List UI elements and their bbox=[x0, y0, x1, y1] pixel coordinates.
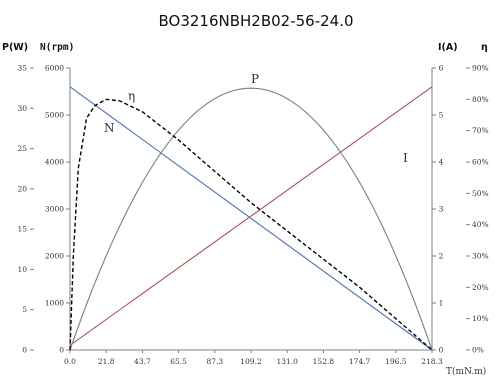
power-tick-label: 25 bbox=[17, 144, 27, 153]
efficiency-tick-label: 50% bbox=[472, 189, 489, 198]
current-tick-label: 6 bbox=[439, 64, 444, 73]
x-tick-label: 0.0 bbox=[64, 357, 76, 366]
x-tick-label: 65.5 bbox=[170, 357, 187, 366]
efficiency-tick-label: 60% bbox=[472, 158, 489, 167]
speed-tick-label: 0 bbox=[59, 346, 64, 355]
efficiency-tick-label: 30% bbox=[472, 252, 489, 261]
axes-layer: 0510152025303501000200030004000500060000… bbox=[17, 64, 488, 367]
series-line-n bbox=[69, 86, 433, 351]
current-axis-title: I(A) bbox=[438, 42, 458, 53]
x-axis-title: T(mN.m) bbox=[446, 366, 486, 377]
efficiency-tick-label: 0% bbox=[472, 346, 484, 355]
efficiency-tick-label: 70% bbox=[472, 126, 489, 135]
speed-axis-title: N(rpm) bbox=[40, 42, 74, 53]
series-label-i: I bbox=[403, 151, 408, 165]
efficiency-tick-label: 40% bbox=[472, 220, 489, 229]
series-label-efficiency: η bbox=[128, 89, 135, 103]
power-axis-title: P(W) bbox=[2, 42, 28, 53]
current-tick-label: 2 bbox=[439, 252, 444, 261]
speed-tick-label: 1000 bbox=[45, 299, 64, 308]
power-tick-label: 20 bbox=[17, 184, 27, 193]
x-tick-label: 109.2 bbox=[240, 357, 262, 366]
x-tick-label: 43.7 bbox=[134, 357, 151, 366]
power-tick-label: 10 bbox=[17, 265, 27, 274]
current-tick-label: 4 bbox=[439, 158, 444, 167]
power-tick-label: 0 bbox=[22, 346, 27, 355]
x-tick-label: 87.3 bbox=[206, 357, 223, 366]
series-layer bbox=[69, 86, 433, 351]
x-tick-label: 152.8 bbox=[313, 357, 335, 366]
power-tick-label: 35 bbox=[17, 64, 27, 73]
x-tick-label: 21.8 bbox=[98, 357, 115, 366]
speed-tick-label: 6000 bbox=[45, 64, 64, 73]
series-label-n: N bbox=[104, 121, 115, 135]
current-tick-label: 1 bbox=[439, 299, 444, 308]
power-tick-label: 30 bbox=[17, 104, 27, 113]
series-line-i bbox=[69, 86, 433, 346]
x-tick-label: 131.0 bbox=[276, 357, 298, 366]
series-line-p bbox=[69, 87, 433, 351]
speed-tick-label: 2000 bbox=[45, 252, 64, 261]
efficiency-tick-label: 20% bbox=[472, 283, 489, 292]
chart-title: BO3216NBH2B02-56-24.0 bbox=[158, 12, 353, 30]
current-tick-label: 5 bbox=[439, 111, 444, 120]
series-line-efficiency bbox=[69, 98, 433, 351]
x-tick-label: 218.3 bbox=[421, 357, 443, 366]
speed-tick-label: 4000 bbox=[45, 158, 64, 167]
x-tick-label: 196.5 bbox=[385, 357, 407, 366]
current-tick-label: 3 bbox=[439, 205, 444, 214]
efficiency-axis-title: η bbox=[481, 42, 488, 53]
efficiency-tick-label: 80% bbox=[472, 95, 489, 104]
efficiency-tick-label: 10% bbox=[472, 314, 489, 323]
efficiency-tick-label: 90% bbox=[472, 64, 489, 73]
speed-tick-label: 3000 bbox=[45, 205, 64, 214]
x-tick-label: 174.7 bbox=[349, 357, 371, 366]
current-tick-label: 0 bbox=[439, 346, 444, 355]
power-tick-label: 15 bbox=[17, 225, 27, 234]
power-tick-label: 5 bbox=[22, 305, 27, 314]
labels-layer: N I Pη bbox=[104, 72, 408, 165]
series-label-p: P bbox=[251, 72, 259, 86]
speed-tick-label: 5000 bbox=[45, 111, 64, 120]
